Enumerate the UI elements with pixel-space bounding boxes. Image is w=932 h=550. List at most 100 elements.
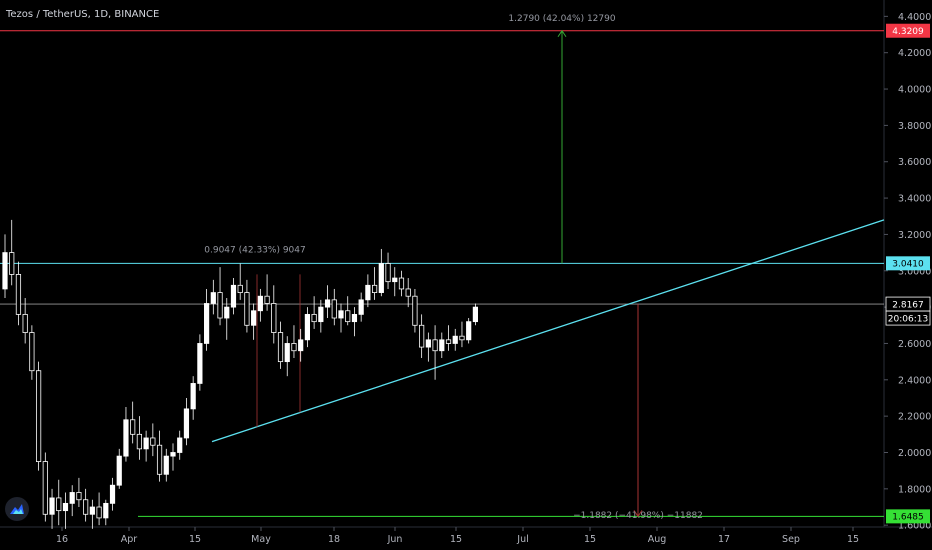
candle-body: [284, 343, 290, 363]
time-tick-label: 15: [189, 534, 201, 545]
horizontal-levels[interactable]: [0, 30, 884, 517]
candle-body: [459, 335, 465, 341]
candle-body: [371, 284, 378, 293]
candle-body: [425, 339, 431, 348]
candle-body: [190, 383, 196, 410]
trendlines[interactable]: [211, 219, 885, 443]
candle-body: [130, 419, 136, 435]
candle-body: [472, 306, 479, 323]
measurement-label: 0.9047 (42.33%) 9047: [204, 245, 305, 255]
candle-body: [398, 277, 405, 290]
candle-body: [177, 437, 183, 453]
candle-body: [304, 313, 311, 341]
price-badge-label: 4.3209: [892, 27, 924, 37]
candle-body: [244, 292, 250, 326]
time-tick-label: 16: [56, 534, 68, 545]
price-tick-label: 2.4000: [898, 375, 931, 386]
candle-body: [439, 339, 445, 352]
time-tick-label: Jul: [516, 534, 528, 545]
time-tick-label: Aug: [648, 534, 667, 545]
candle-body: [230, 284, 237, 308]
price-tick-label: 4.0000: [898, 85, 931, 96]
candle-body: [452, 335, 458, 344]
candle-body: [378, 263, 384, 293]
measurement-label: −1.1882 (−41.98%) −11882: [573, 511, 703, 521]
candle-body: [9, 252, 15, 275]
candle-body: [318, 306, 324, 323]
price-tick-label: 2.0000: [898, 448, 931, 459]
candle-body: [257, 295, 263, 312]
price-tick-label: 4.2000: [898, 48, 931, 59]
price-badge-label: 3.0410: [892, 260, 924, 270]
price-badge: [886, 256, 930, 271]
tradingview-logo-icon[interactable]: [5, 497, 29, 521]
measure-up-arrowhead: [557, 29, 567, 38]
candle-body: [277, 332, 284, 363]
candle-body: [197, 343, 203, 384]
candle-body: [29, 332, 35, 372]
candle-body: [331, 299, 337, 319]
price-tick-label: 3.0000: [898, 266, 931, 277]
candle-body: [109, 484, 116, 504]
candle-body: [69, 492, 75, 504]
candle-body: [365, 284, 371, 301]
time-axis[interactable]: 16 Apr 15 May 18 Jun 15 Jul 15 Aug 17 Sep 15: [56, 527, 859, 545]
candle-body: [123, 419, 129, 457]
price-badge-label: 2.8167: [892, 300, 924, 310]
time-tick-label: 17: [718, 534, 730, 545]
candle-body: [291, 343, 297, 352]
price-tick-label: 3.6000: [898, 157, 931, 168]
logo-shape-icon: [10, 504, 24, 514]
price-tick-label: 4.4000: [898, 12, 931, 23]
time-tick-label: 15: [847, 534, 859, 545]
candle-body: [217, 292, 223, 319]
candle-body: [338, 310, 344, 319]
price-tick-label: 3.2000: [898, 230, 931, 241]
candle-body: [392, 277, 398, 283]
candle-body: [2, 252, 8, 290]
price-badge: [886, 23, 930, 38]
candle-body: [183, 408, 190, 439]
candle-body: [36, 370, 42, 462]
price-badge-label: 1.6485: [892, 513, 924, 523]
price-tick-label: 2.2000: [898, 412, 931, 423]
candle-body: [143, 437, 149, 450]
candle-body: [42, 461, 48, 515]
candle-body: [203, 303, 210, 344]
candle-body: [224, 306, 230, 319]
chart-title: Tezos / TetherUS, 1D, BINANCE: [5, 9, 159, 20]
candle-body: [358, 299, 364, 315]
price-badge: [886, 509, 930, 524]
price-badges: 4.3209 3.0410 2.8167 1.6485 20:06:13: [885, 23, 931, 524]
candle-body: [103, 502, 109, 519]
price-tick-label: 1.8000: [898, 484, 931, 495]
time-tick-label: 18: [328, 534, 340, 545]
candle-body: [351, 313, 358, 323]
candle-body: [412, 295, 418, 326]
candle-body: [83, 499, 89, 515]
candle-body: [405, 288, 411, 297]
candle-body: [432, 339, 438, 352]
candle-body: [49, 497, 55, 515]
candle-body: [251, 310, 257, 326]
candle-body: [311, 313, 317, 323]
candle-body: [210, 292, 216, 304]
candle-body: [89, 506, 95, 515]
time-tick-label: Sep: [782, 534, 800, 545]
candle-body: [116, 455, 122, 486]
candle-body: [76, 492, 82, 501]
candlesticks: [2, 219, 479, 529]
time-tick-label: Jun: [387, 534, 403, 545]
candle-body: [466, 321, 472, 341]
candle-body: [298, 339, 304, 352]
candle-body: [22, 313, 28, 333]
measurement-label: 1.2790 (42.04%) 12790: [508, 14, 615, 24]
price-tick-label: 3.8000: [898, 121, 931, 132]
candle-body: [385, 263, 391, 283]
candle-body: [170, 452, 176, 457]
candle-body: [419, 324, 425, 348]
time-tick-label: May: [251, 534, 271, 545]
candle-body: [324, 299, 331, 308]
